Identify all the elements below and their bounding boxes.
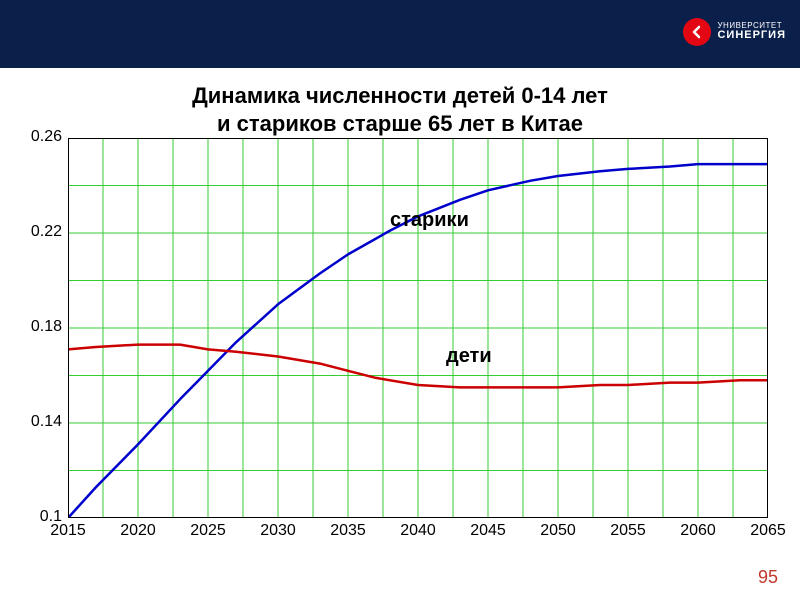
logo-text: УНИВЕРСИТЕТ СИНЕРГИЯ bbox=[717, 22, 786, 42]
page-number: 95 bbox=[758, 567, 778, 588]
x-tick-label: 2065 bbox=[750, 522, 786, 540]
logo-line2: СИНЕРГИЯ bbox=[717, 30, 786, 42]
x-tick-label: 2035 bbox=[330, 522, 366, 540]
title-line1: Динамика численности детей 0-14 лет bbox=[0, 82, 800, 110]
x-tick-label: 2015 bbox=[50, 522, 86, 540]
chevron-left-icon bbox=[690, 25, 704, 39]
x-tick-label: 2045 bbox=[470, 522, 506, 540]
y-tick-label: 0.22 bbox=[22, 223, 62, 241]
x-tick-label: 2040 bbox=[400, 522, 436, 540]
series-label-старики: старики bbox=[390, 209, 469, 232]
header-bar: УНИВЕРСИТЕТ СИНЕРГИЯ bbox=[0, 0, 800, 68]
y-tick-label: 0.14 bbox=[22, 413, 62, 431]
logo-badge bbox=[683, 18, 711, 46]
x-tick-label: 2050 bbox=[540, 522, 576, 540]
x-tick-label: 2030 bbox=[260, 522, 296, 540]
line-chart bbox=[68, 138, 768, 518]
y-tick-label: 0.18 bbox=[22, 318, 62, 336]
series-label-дети: дети bbox=[446, 345, 492, 368]
y-tick-label: 0.26 bbox=[22, 128, 62, 146]
chart-area: 0.10.140.180.220.26 20152020202520302035… bbox=[22, 138, 778, 548]
x-tick-label: 2055 bbox=[610, 522, 646, 540]
title-line2: и стариков старше 65 лет в Китае bbox=[0, 110, 800, 138]
x-tick-label: 2025 bbox=[190, 522, 226, 540]
x-tick-label: 2060 bbox=[680, 522, 716, 540]
chart-title: Динамика численности детей 0-14 лет и ст… bbox=[0, 82, 800, 137]
university-logo: УНИВЕРСИТЕТ СИНЕРГИЯ bbox=[683, 18, 786, 46]
x-tick-label: 2020 bbox=[120, 522, 156, 540]
